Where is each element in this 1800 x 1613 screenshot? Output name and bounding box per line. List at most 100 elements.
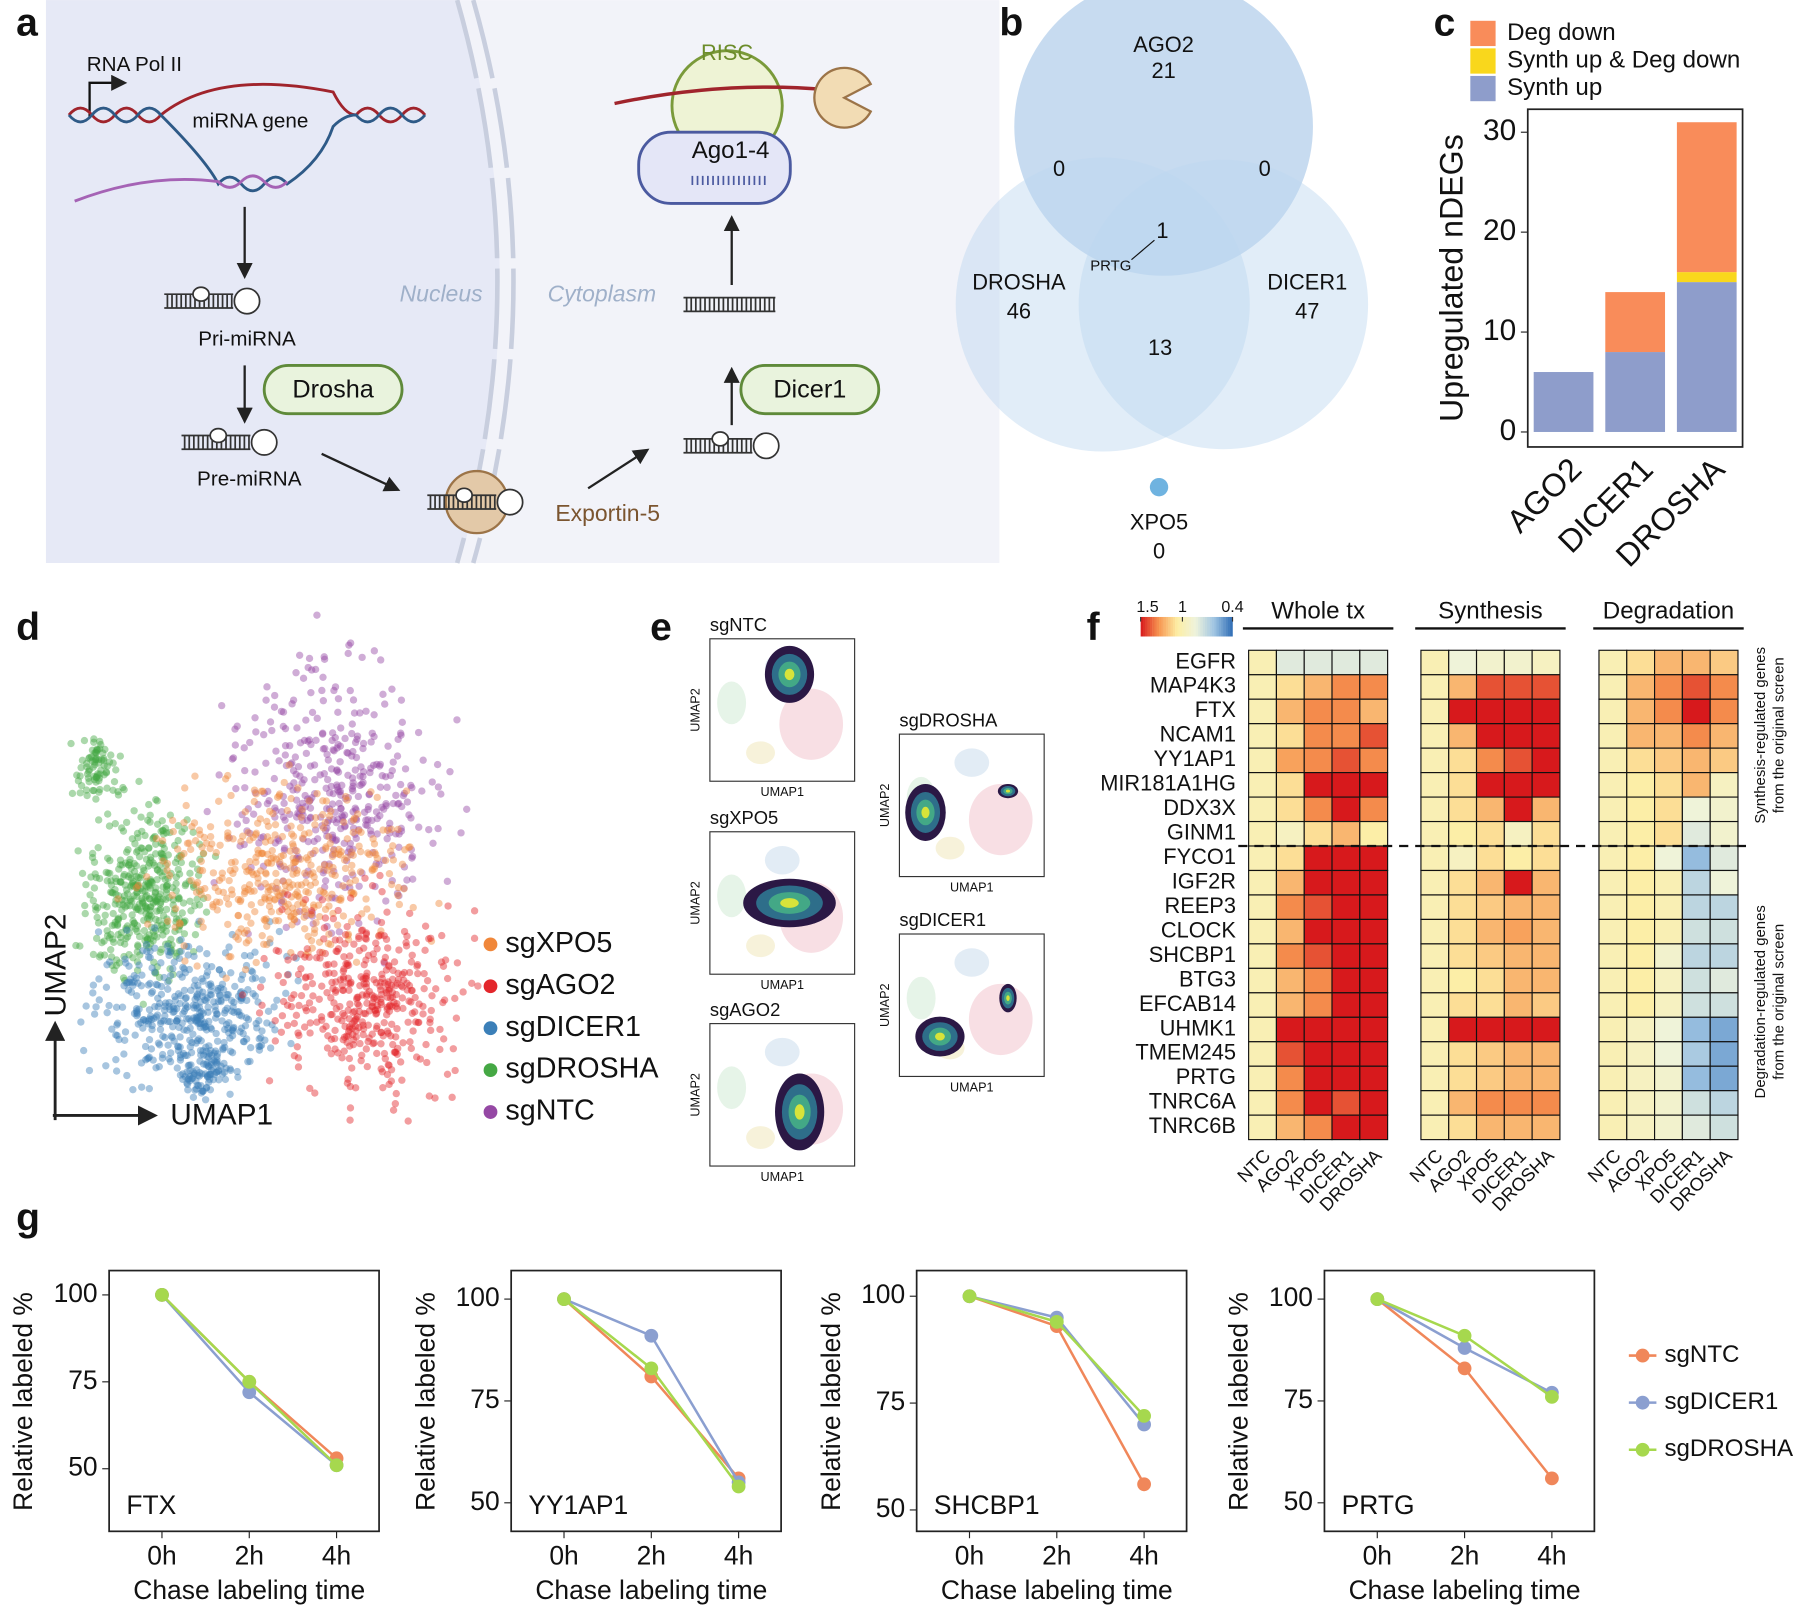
- umap-point: [394, 825, 402, 834]
- heat-cell: [1448, 772, 1478, 798]
- heat-cell: [1420, 747, 1450, 774]
- umap-point: [385, 1080, 393, 1089]
- umap-point: [272, 869, 280, 878]
- umap-point: [179, 899, 188, 907]
- umap-point: [359, 744, 367, 753]
- heat-cell: [1275, 723, 1305, 749]
- heat-cell: [1303, 1090, 1333, 1116]
- heat-cell: [1420, 869, 1450, 896]
- umap-point: [186, 1024, 194, 1032]
- umap-point: [333, 766, 341, 774]
- umap-point: [133, 1012, 141, 1020]
- umap-point: [196, 855, 204, 864]
- umap-point: [288, 904, 297, 912]
- umap-point: [196, 866, 204, 875]
- umap-point: [185, 1061, 193, 1069]
- umap-point: [188, 1075, 196, 1083]
- heat-cell: [1331, 674, 1361, 700]
- umap-point: [283, 1001, 292, 1010]
- umap-point: [257, 1034, 265, 1042]
- umap-point: [426, 1015, 434, 1023]
- heat-cell: [1275, 1016, 1305, 1043]
- umap-point: [346, 845, 354, 853]
- umap-point: [149, 1056, 157, 1064]
- umap-point: [95, 975, 103, 983]
- umap-point: [145, 880, 153, 889]
- umap-point: [339, 882, 347, 890]
- umap-point: [300, 776, 308, 784]
- colorbar: [1147, 616, 1151, 637]
- umap-point: [304, 867, 312, 875]
- umap-point: [202, 1026, 211, 1034]
- umap-point: [421, 946, 429, 955]
- umap-point: [91, 902, 100, 911]
- umap-point: [340, 1047, 348, 1055]
- umap-point: [141, 903, 149, 911]
- umap-point: [263, 922, 271, 930]
- umap-point: [330, 686, 338, 695]
- umap-point: [286, 883, 294, 892]
- umap-point: [289, 870, 297, 878]
- umap-point: [147, 1015, 156, 1024]
- legend-label: sgNTC: [505, 1095, 594, 1127]
- umap-point: [111, 900, 119, 908]
- umap-point: [141, 1042, 150, 1051]
- umap-point: [136, 874, 144, 882]
- umap-point: [172, 1017, 181, 1025]
- umap-point: [186, 1043, 194, 1051]
- umap-point: [334, 1015, 342, 1023]
- heat-cell: [1359, 894, 1389, 920]
- umap-point: [151, 888, 160, 896]
- umap-point: [378, 974, 386, 983]
- umap-point: [172, 915, 181, 923]
- heat-cell: [1531, 869, 1561, 896]
- umap-point: [93, 772, 101, 780]
- umap-point: [420, 970, 428, 978]
- umap-point: [183, 1051, 191, 1060]
- umap-point: [396, 780, 405, 789]
- umap-point: [264, 1007, 273, 1016]
- umap-point: [260, 731, 268, 739]
- umap-point: [312, 736, 320, 745]
- umap-point: [346, 1082, 354, 1091]
- umap-point: [355, 919, 363, 928]
- umap-point: [165, 871, 174, 880]
- umap-point: [350, 709, 359, 717]
- umap-point: [120, 870, 128, 879]
- umap-point: [109, 786, 117, 794]
- umap-point: [141, 902, 150, 910]
- umap-point: [133, 1009, 141, 1017]
- umap-point: [273, 888, 281, 896]
- umap-point: [384, 980, 392, 989]
- umap-point: [302, 871, 310, 880]
- umap-point: [406, 843, 414, 851]
- umap-point: [281, 887, 289, 895]
- umap-point: [103, 932, 112, 940]
- umap-point: [316, 948, 324, 957]
- umap-point: [275, 837, 283, 845]
- umap-point: [147, 1045, 156, 1053]
- umap-point: [403, 986, 411, 994]
- heat-cell: [1275, 772, 1305, 798]
- umap-point: [96, 770, 104, 778]
- umap-point: [93, 746, 102, 754]
- umap-point: [331, 808, 339, 816]
- row-label: NCAM1: [1160, 722, 1236, 747]
- heat-cell: [1598, 1041, 1628, 1067]
- umap-point: [230, 998, 238, 1007]
- umap-point: [118, 861, 126, 869]
- umap-point: [185, 965, 194, 974]
- umap-point: [265, 807, 274, 815]
- heat-cell: [1448, 918, 1478, 945]
- umap-point: [308, 908, 316, 917]
- umap-point: [296, 907, 304, 916]
- umap-point: [237, 975, 245, 984]
- umap-point: [125, 962, 133, 970]
- umap-point: [226, 1065, 234, 1073]
- umap-point: [320, 883, 329, 891]
- umap-point: [375, 932, 383, 940]
- umap-point: [182, 1004, 190, 1013]
- umap-point: [288, 830, 296, 838]
- umap-point: [143, 892, 151, 900]
- umap-point: [394, 975, 403, 984]
